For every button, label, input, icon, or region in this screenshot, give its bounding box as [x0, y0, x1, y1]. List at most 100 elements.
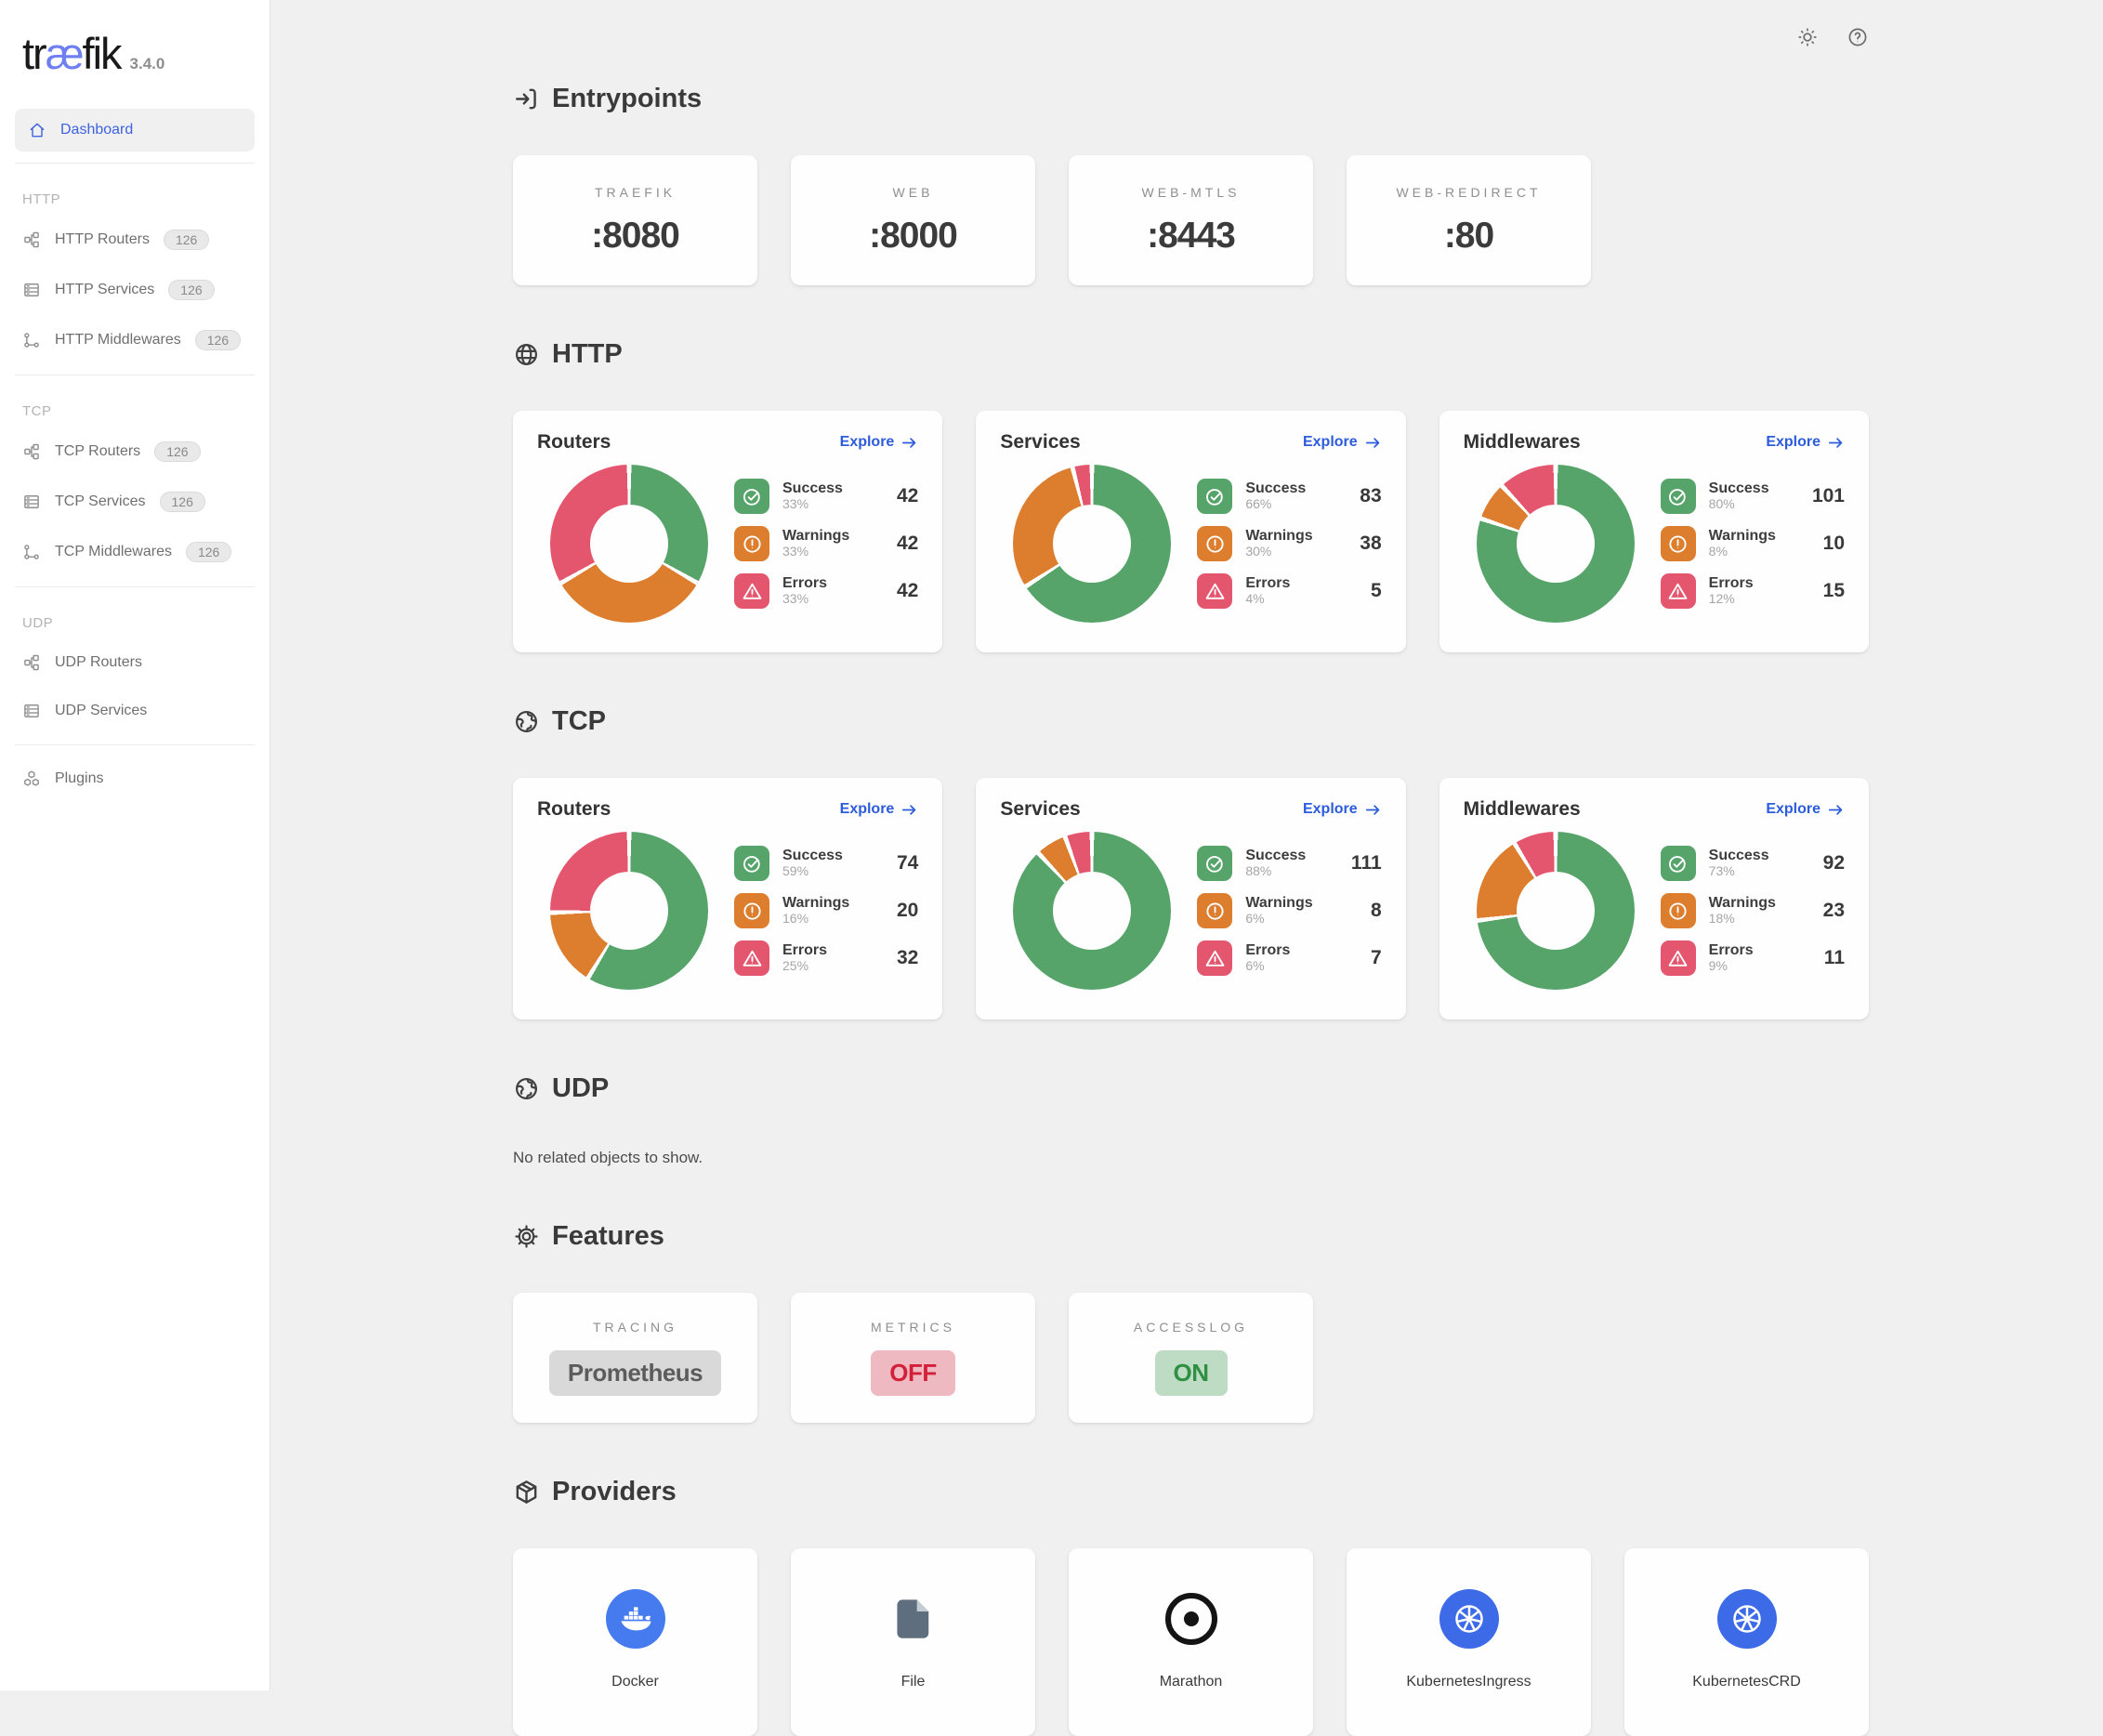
stat-percent: 25% [782, 958, 809, 974]
explore-link[interactable]: Explore [1303, 434, 1382, 452]
stat-percent: 6% [1245, 911, 1265, 927]
entrypoint-name: WEB-REDIRECT [1396, 184, 1542, 200]
router-icon [22, 442, 41, 461]
stat-label: Warnings [782, 528, 850, 545]
provider-name: KubernetesCRD [1692, 1674, 1801, 1690]
stat-row-errors: Errors 9% 11 [1660, 940, 1845, 976]
stat-label: Errors [1708, 575, 1754, 592]
protocol-card-middlewares: Middlewares Explore Success 73% 92 Warnings 18… [1439, 778, 1869, 1019]
sidebar-item-label: HTTP Services [55, 282, 155, 297]
home-icon [28, 121, 46, 139]
entrypoint-name: TRAEFIK [594, 184, 677, 200]
help-icon[interactable] [1847, 26, 1869, 48]
stats-list: Success 80% 101 Warnings 8% 10 Errors 12% 15 [1635, 479, 1845, 609]
stat-count: 83 [1360, 485, 1382, 506]
package-icon [513, 1479, 540, 1506]
stat-count: 42 [896, 533, 919, 554]
kubernetes-icon [1439, 1589, 1499, 1649]
stat-text: Warnings 33% [782, 528, 849, 559]
protocol-card-services: Services Explore Success 66% 83 Warnings 30% 38… [976, 411, 1406, 652]
card-header: Middlewares Explore [1464, 431, 1845, 454]
card-body: Success 66% 83 Warnings 30% 38 Errors 4% 5 [1000, 465, 1382, 623]
stat-count: 23 [1822, 900, 1845, 921]
sidebar-item-http-middlewares[interactable]: HTTP Middlewares 126 [0, 315, 269, 365]
entrypoints-header: Entrypoints [513, 84, 1869, 114]
app-version: 3.4.0 [129, 55, 165, 72]
card-body: Success 88% 111 Warnings 6% 8 Errors 6% 7 [1000, 832, 1382, 990]
theme-toggle-sun-icon[interactable] [1796, 26, 1819, 48]
donut-chart [550, 465, 708, 623]
provider-card-file: File [791, 1548, 1035, 1736]
check-circle-icon [1197, 479, 1233, 514]
sidebar-item-label: TCP Middlewares [55, 544, 172, 559]
service-icon [22, 702, 41, 720]
stat-row-success: Success 88% 111 [1197, 846, 1382, 881]
provider-name: Marathon [1159, 1674, 1223, 1690]
sidebar-item-plugins[interactable]: Plugins [0, 755, 269, 803]
marathon-icon [1162, 1589, 1221, 1649]
entrypoint-port: :8080 [591, 215, 680, 256]
entrypoint-card: WEB-REDIRECT:80 [1347, 155, 1591, 285]
stat-percent: 6% [1245, 958, 1265, 974]
explore-label: Explore [1766, 801, 1820, 817]
explore-arrow-icon [1364, 434, 1382, 452]
sidebar-item-dashboard[interactable]: Dashboard [15, 109, 255, 151]
stat-percent: 16% [782, 911, 809, 927]
sidebar-item-udp-routers[interactable]: UDP Routers [0, 638, 269, 687]
sidebar-item-label: Dashboard [60, 122, 134, 138]
stat-label: Errors [1245, 575, 1291, 592]
stat-percent: 66% [1245, 496, 1272, 512]
feature-card-accesslog: ACCESSLOG ON [1069, 1293, 1313, 1423]
entrypoint-port: :8000 [869, 215, 958, 256]
warning-circle-icon [1660, 893, 1696, 928]
marathon-icon [1164, 1593, 1217, 1645]
sidebar-section-label: HTTP [22, 191, 61, 207]
stat-count: 74 [896, 852, 919, 874]
error-triangle-icon [1197, 573, 1233, 609]
stat-percent: 88% [1245, 863, 1272, 879]
http-cards: Routers Explore Success 33% 42 Warnings 33% 42 E… [513, 411, 1869, 652]
card-header: Services Explore [1000, 431, 1381, 454]
sidebar-item-http-routers[interactable]: HTTP Routers 126 [0, 215, 269, 265]
stats-list: Success 88% 111 Warnings 6% 8 Errors 6% 7 [1171, 846, 1382, 976]
sidebar-item-tcp-middlewares[interactable]: TCP Middlewares 126 [0, 527, 269, 577]
stat-count: 92 [1822, 852, 1845, 874]
stat-label: Warnings [1708, 528, 1776, 545]
explore-link[interactable]: Explore [840, 801, 919, 819]
stat-row-warnings: Warnings 30% 38 [1197, 526, 1382, 561]
stat-text: Success 66% [1245, 480, 1306, 512]
sidebar-item-label: TCP Routers [55, 443, 141, 459]
stat-percent: 4% [1245, 591, 1265, 607]
card-title: Routers [537, 431, 611, 453]
gear-icon [513, 1223, 540, 1250]
stat-row-errors: Errors 12% 15 [1660, 573, 1845, 609]
stat-text: Warnings 30% [1245, 528, 1312, 559]
explore-link[interactable]: Explore [1766, 434, 1845, 452]
explore-label: Explore [1766, 434, 1820, 450]
entrypoint-name: WEB-MTLS [1141, 184, 1241, 200]
stat-label: Errors [1708, 942, 1754, 959]
item-count-badge: 126 [194, 330, 242, 350]
sidebar-item-tcp-routers[interactable]: TCP Routers 126 [0, 427, 269, 477]
explore-link[interactable]: Explore [840, 434, 919, 452]
item-count-badge: 126 [163, 230, 210, 250]
explore-arrow-icon [900, 801, 918, 819]
stat-count: 38 [1360, 533, 1382, 554]
donut-chart [1013, 465, 1172, 623]
sidebar-item-http-services[interactable]: HTTP Services 126 [0, 265, 269, 315]
sidebar-item-udp-services[interactable]: UDP Services [0, 687, 269, 735]
explore-link[interactable]: Explore [1303, 801, 1382, 819]
logo-ae: æ [45, 29, 85, 78]
providers-header: Providers [513, 1477, 1869, 1507]
stat-label: Warnings [1708, 895, 1776, 912]
sidebar-item-tcp-services[interactable]: TCP Services 126 [0, 477, 269, 527]
explore-label: Explore [839, 434, 895, 450]
stat-row-warnings: Warnings 16% 20 [734, 893, 918, 928]
feature-card-metrics: METRICS OFF [791, 1293, 1035, 1423]
stat-row-warnings: Warnings 33% 42 [734, 526, 918, 561]
card-title: Services [1000, 431, 1081, 453]
stat-label: Errors [1245, 942, 1291, 959]
explore-link[interactable]: Explore [1766, 801, 1845, 819]
stat-text: Warnings 18% [1709, 895, 1776, 927]
explore-label: Explore [1302, 801, 1358, 817]
